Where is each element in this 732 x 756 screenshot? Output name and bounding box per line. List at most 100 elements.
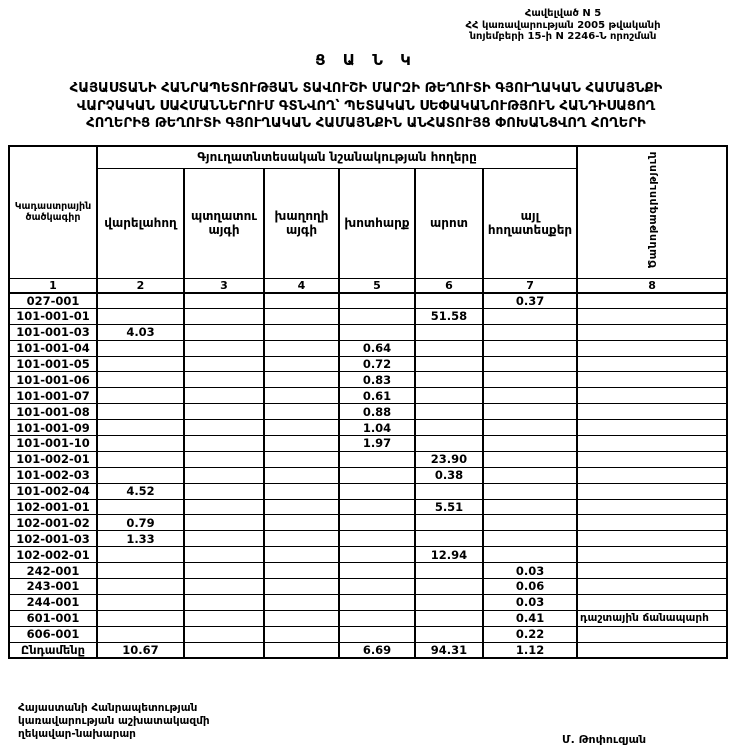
column-number: 3 [183, 277, 265, 294]
value-cell [96, 371, 185, 389]
signatory-title-line-2: կառավարության աշխատակազմի [18, 715, 210, 727]
note-cell [576, 403, 729, 421]
note-cell [576, 419, 729, 437]
value-cell [481, 307, 579, 325]
table-row: 101-001-01 51.58 [8, 307, 729, 325]
table-row: 101-001-05 0.72 [8, 355, 729, 373]
value-cell [414, 593, 484, 611]
value-cell [481, 498, 579, 516]
total-label-cell: Ընդամենը [8, 641, 98, 659]
value-cell [338, 514, 416, 532]
value-cell [338, 593, 416, 611]
value-cell [183, 514, 265, 532]
value-cell [481, 371, 579, 389]
note-cell [576, 371, 729, 389]
note-cell [576, 450, 729, 468]
annex-reference: Հավելված N 5 ՀՀ կառավարության 2005 թվակա… [400, 8, 726, 43]
table-row: 606-001 0.22 [8, 625, 729, 643]
value-cell: 5.51 [414, 498, 484, 516]
value-cell [338, 625, 416, 643]
column-number: 1 [8, 277, 98, 294]
group-header-row: Կադաստրային ծածկագիր Գյուղատնտեսական նշա… [8, 145, 729, 279]
note-cell [576, 435, 729, 452]
value-cell: 0.22 [481, 625, 579, 643]
cadastral-code-cell: 102-002-01 [8, 546, 98, 564]
value-cell [263, 339, 340, 357]
value-cell [481, 387, 579, 405]
value-cell: 0.61 [338, 387, 416, 405]
table-row: 601-001 0.41 դաշտային ճանապարհ [8, 609, 729, 627]
value-cell [183, 355, 265, 373]
cadastral-code-cell: 102-001-02 [8, 514, 98, 532]
value-cell [338, 530, 416, 548]
note-cell [576, 641, 729, 659]
value-cell [481, 530, 579, 548]
value-cell: 0.06 [481, 578, 579, 595]
table-row: 244-001 0.03 [8, 593, 729, 611]
cadastral-code-cell: 243-001 [8, 578, 98, 595]
value-cell [414, 562, 484, 580]
table-row: 101-001-03 4.03 [8, 323, 729, 341]
signatory-title-line-3: ղեկավար-նախարար [18, 728, 136, 740]
cadastral-code-cell: 101-001-08 [8, 403, 98, 421]
value-cell [263, 435, 340, 452]
cadastral-code-cell: 606-001 [8, 625, 98, 643]
cadastral-code-header: Կադաստրային ծածկագիր [8, 145, 98, 279]
value-cell [96, 593, 185, 611]
cadastral-code-cell: 101-002-04 [8, 482, 98, 500]
table-row: 102-002-01 12.94 [8, 546, 729, 564]
land-transfer-table: Կադաստրային ծածկագիր Գյուղատնտեսական նշա… [8, 145, 729, 659]
value-cell: 1.04 [338, 419, 416, 437]
value-cell [414, 355, 484, 373]
value-cell [414, 323, 484, 341]
value-cell [338, 578, 416, 595]
value-cell: 10.67 [96, 641, 185, 659]
column-header: այլ հողատեսքեր [481, 167, 579, 279]
value-cell [183, 641, 265, 659]
document-title: Ց Ա Ն Կ [315, 51, 417, 69]
value-cell [96, 419, 185, 437]
value-cell: 0.37 [481, 292, 579, 309]
value-cell [183, 498, 265, 516]
table-row: 102-001-03 1.33 [8, 530, 729, 548]
cadastral-code-cell: 244-001 [8, 593, 98, 611]
value-cell: 0.64 [338, 339, 416, 357]
cadastral-code-cell: 101-001-10 [8, 435, 98, 452]
column-number: 8 [576, 277, 729, 294]
value-cell [414, 435, 484, 452]
value-cell [263, 562, 340, 580]
value-cell [414, 530, 484, 548]
value-cell [414, 578, 484, 595]
notes-header: Ծանոթագրություն [576, 145, 729, 279]
value-cell [183, 466, 265, 484]
value-cell [263, 292, 340, 309]
headline-line-2: ՎԱՐՉԱԿԱՆ ՍԱՀՄԱՆՆԵՐՈՒՄ ԳՏՆՎՈՂ՝ ՊԵՏԱԿԱՆ ՍԵ… [76, 98, 656, 114]
value-cell [183, 546, 265, 564]
value-cell [96, 387, 185, 405]
value-cell [481, 450, 579, 468]
value-cell [96, 578, 185, 595]
value-cell [338, 546, 416, 564]
value-cell [414, 609, 484, 627]
value-cell [338, 323, 416, 341]
value-cell [96, 435, 185, 452]
value-cell [414, 292, 484, 309]
note-cell [576, 387, 729, 405]
value-cell [183, 562, 265, 580]
value-cell [263, 450, 340, 468]
value-cell: 4.03 [96, 323, 185, 341]
value-cell [263, 307, 340, 325]
cadastral-code-cell: 101-002-01 [8, 450, 98, 468]
value-cell [481, 435, 579, 452]
value-cell [263, 530, 340, 548]
subheader-row: վարելահող պտղատու այգի խաղողի այգի խոտհարք ա… [9, 167, 727, 279]
headline-line-3: ՀՈՂԵՐԻՑ ԹԵՂՈՒՏԻ ԳՅՈՒՂԱԿԱՆ ՀԱՄԱՅՆՔԻՆ ԱՆՀԱ… [86, 116, 646, 131]
value-cell [96, 450, 185, 468]
value-cell [96, 625, 185, 643]
value-cell: 0.79 [96, 514, 185, 532]
value-cell: 0.72 [338, 355, 416, 373]
value-cell: 94.31 [414, 641, 484, 659]
note-cell: դաշտային ճանապարհ [576, 609, 729, 627]
value-cell [183, 593, 265, 611]
